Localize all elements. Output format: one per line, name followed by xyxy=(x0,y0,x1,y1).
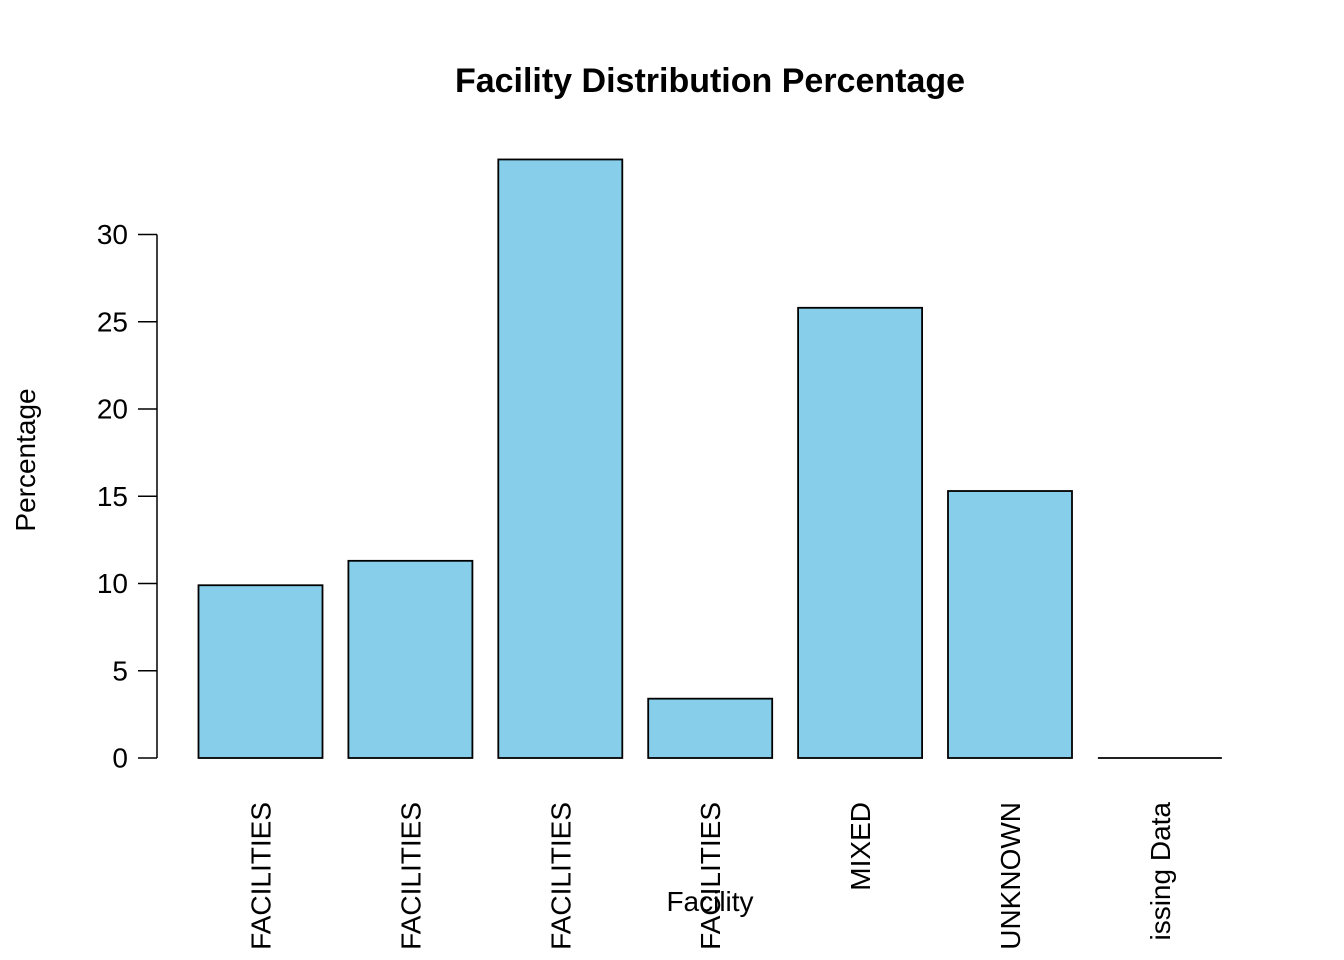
bar xyxy=(197,584,324,759)
y-tick-label: 5 xyxy=(112,655,128,686)
y-axis: 0 5 10 15 20 25 30 xyxy=(97,219,158,774)
y-tick-label: 0 xyxy=(112,743,128,774)
category-labels: FACILITIES FACILITIES FACILITIES FACILITIES… xyxy=(246,802,1176,950)
y-tick-label: 15 xyxy=(97,481,128,512)
y-axis-label: Percentage xyxy=(10,388,41,531)
x-category-label: FACILITIES xyxy=(395,802,426,950)
y-tick-label: 25 xyxy=(97,306,128,337)
bar xyxy=(797,306,923,759)
bars-group xyxy=(197,158,1222,759)
bar xyxy=(947,490,1073,759)
y-tick-label: 20 xyxy=(97,394,128,425)
y-tick-label: 10 xyxy=(97,568,128,599)
x-category-label: issing Data xyxy=(1145,802,1176,941)
x-category-label: MIXED xyxy=(845,802,876,891)
x-category-label: UNKNOWN xyxy=(995,802,1026,950)
bar xyxy=(647,697,774,759)
bar xyxy=(497,158,624,759)
bar xyxy=(347,559,474,759)
x-category-label: FACILITIES xyxy=(246,802,277,950)
x-category-label: FACILITIES xyxy=(695,802,726,950)
y-tick-label: 30 xyxy=(97,219,128,250)
x-category-label: FACILITIES xyxy=(545,802,576,950)
chart-title: Facility Distribution Percentage xyxy=(455,62,965,100)
x-axis-label: Facility xyxy=(666,886,753,917)
